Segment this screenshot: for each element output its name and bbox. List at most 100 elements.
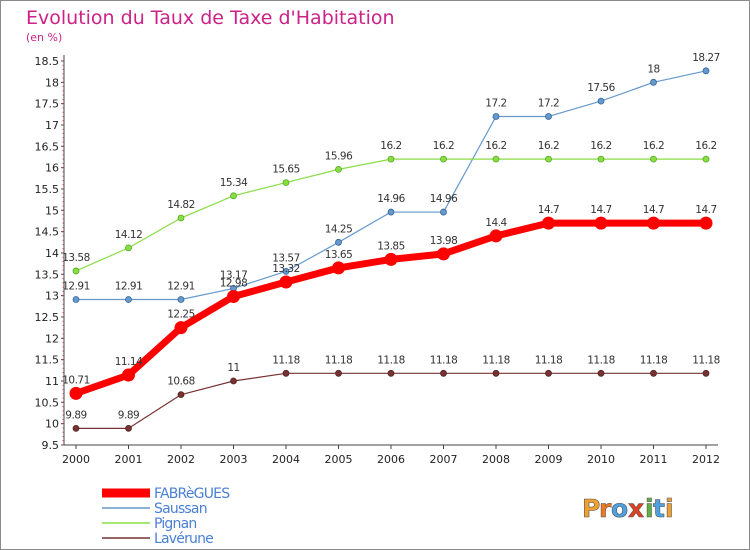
data-point bbox=[177, 214, 185, 222]
data-point bbox=[492, 155, 500, 163]
data-label: 15.96 bbox=[325, 150, 353, 162]
data-point bbox=[597, 97, 605, 105]
y-tick-label: 15.5 bbox=[35, 183, 60, 196]
data-point bbox=[332, 261, 345, 275]
data-labels: 10.71 11.14 12.25 12.98 13.32 13.65 13.85 13.98… bbox=[62, 52, 720, 422]
x-tick-label: 2004 bbox=[272, 453, 300, 466]
data-label: 11.18 bbox=[325, 354, 353, 366]
data-point bbox=[335, 238, 342, 246]
data-point bbox=[650, 369, 657, 377]
data-point bbox=[125, 244, 132, 252]
data-point bbox=[282, 369, 290, 377]
legend-label: Saussan bbox=[154, 501, 207, 517]
data-label: 17.56 bbox=[587, 82, 615, 94]
data-label: 16.2 bbox=[380, 140, 401, 152]
data-label: 14.25 bbox=[325, 223, 353, 235]
data-point bbox=[597, 369, 605, 377]
data-label: 17.2 bbox=[485, 97, 506, 109]
y-tick-label: 12 bbox=[45, 332, 59, 345]
legend-label: Pignan bbox=[154, 516, 196, 532]
legend-label: Lavérune bbox=[154, 531, 213, 547]
data-point bbox=[597, 155, 605, 163]
logo-letter: r bbox=[599, 494, 612, 523]
data-point bbox=[227, 290, 240, 304]
x-tick-label: 2005 bbox=[325, 453, 353, 466]
y-tick-label: 15 bbox=[45, 204, 59, 217]
data-label: 13.98 bbox=[430, 235, 458, 247]
data-label: 16.2 bbox=[485, 140, 506, 152]
y-tick-label: 11 bbox=[45, 375, 59, 388]
data-point bbox=[387, 208, 395, 216]
data-point bbox=[492, 369, 500, 377]
x-tick-label: 2012 bbox=[692, 453, 720, 466]
series-points bbox=[69, 67, 713, 432]
data-point bbox=[702, 67, 710, 75]
data-point bbox=[647, 216, 660, 230]
data-point bbox=[440, 155, 447, 163]
data-point bbox=[492, 113, 500, 120]
data-point bbox=[230, 377, 237, 385]
data-point bbox=[335, 165, 342, 173]
data-label: 16.2 bbox=[590, 140, 611, 152]
data-point bbox=[282, 267, 290, 275]
data-label: 17.2 bbox=[538, 97, 559, 109]
y-tick-label: 10 bbox=[45, 418, 59, 431]
data-point bbox=[384, 252, 398, 266]
data-point bbox=[72, 267, 80, 275]
data-point bbox=[594, 216, 608, 230]
y-tick-label: 12.5 bbox=[35, 311, 60, 324]
data-label: 16.2 bbox=[695, 140, 716, 152]
data-label: 13.32 bbox=[272, 263, 300, 275]
data-point bbox=[72, 296, 80, 303]
x-tick-label: 2010 bbox=[587, 453, 615, 466]
data-point bbox=[177, 296, 185, 303]
data-label: 14.4 bbox=[485, 217, 507, 229]
data-point bbox=[174, 321, 188, 335]
data-label: 10.68 bbox=[167, 376, 195, 388]
y-tick-label: 10.5 bbox=[35, 396, 60, 409]
y-tick-label: 13.5 bbox=[35, 268, 60, 281]
data-point bbox=[702, 369, 710, 377]
axes: 9.51010.51111.51212.51313.51414.51515.51… bbox=[35, 55, 720, 466]
y-tick-label: 9.5 bbox=[42, 439, 60, 452]
logo-letter: t bbox=[653, 494, 665, 523]
data-label: 15.65 bbox=[272, 164, 300, 176]
data-label: 11.18 bbox=[430, 354, 458, 366]
data-label: 14.96 bbox=[430, 193, 458, 205]
data-label: 13.65 bbox=[325, 249, 353, 261]
data-point bbox=[545, 113, 552, 120]
y-tick-label: 17.5 bbox=[35, 98, 60, 111]
data-label: 9.89 bbox=[118, 409, 139, 421]
chart-title: Evolution du Taux de Taxe d'Habitation bbox=[26, 7, 395, 29]
data-label: 12.91 bbox=[167, 281, 195, 293]
data-label: 16.2 bbox=[643, 140, 664, 152]
data-label: 13.17 bbox=[220, 269, 248, 281]
y-tick-label: 14.5 bbox=[35, 226, 60, 239]
legend-label: FABRèGUES bbox=[154, 486, 230, 502]
data-point bbox=[387, 369, 395, 377]
data-label: 14.7 bbox=[643, 204, 664, 216]
x-tick-label: 2009 bbox=[535, 453, 563, 466]
data-label: 11.18 bbox=[640, 354, 668, 366]
data-point bbox=[699, 216, 713, 230]
data-label: 15.34 bbox=[220, 177, 248, 189]
data-label: 14.12 bbox=[115, 229, 143, 241]
data-label: 13.57 bbox=[272, 252, 300, 264]
logo-letter: x bbox=[628, 494, 644, 523]
data-point bbox=[230, 192, 237, 200]
logo-letter: i bbox=[645, 494, 654, 523]
data-point bbox=[437, 247, 450, 261]
x-tick-label: 2003 bbox=[220, 453, 248, 466]
data-label: 12.98 bbox=[220, 278, 248, 290]
data-point bbox=[387, 155, 395, 163]
data-point bbox=[122, 368, 135, 382]
data-point bbox=[545, 369, 552, 377]
data-label: 14.7 bbox=[695, 204, 716, 216]
y-tick-label: 18.5 bbox=[35, 55, 60, 68]
data-label: 12.91 bbox=[115, 281, 143, 293]
y-tick-label: 13 bbox=[45, 290, 59, 303]
data-point bbox=[650, 155, 657, 163]
data-point bbox=[650, 78, 657, 86]
